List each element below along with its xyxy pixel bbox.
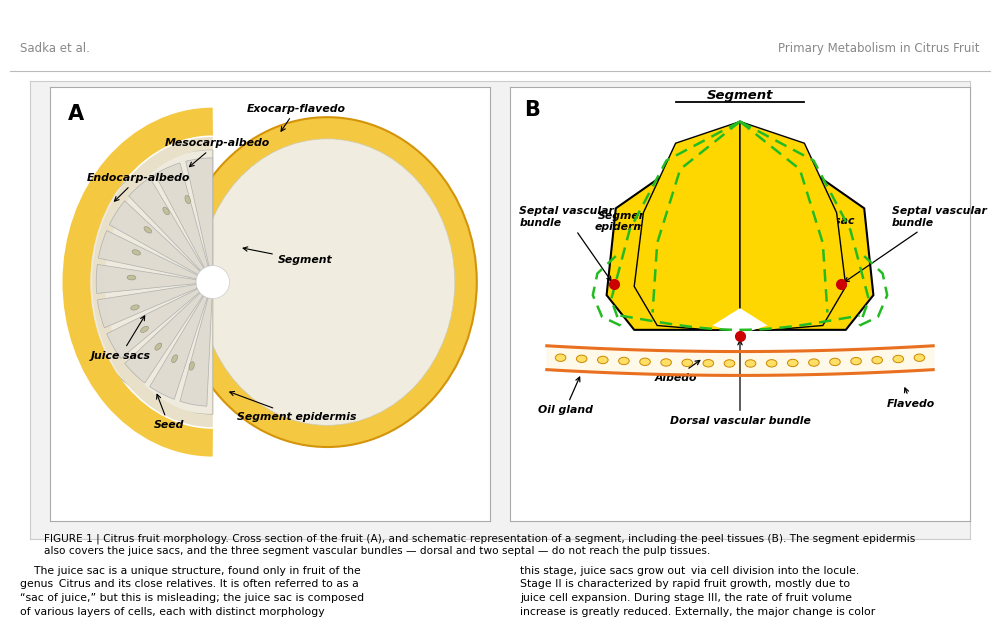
Ellipse shape: [555, 354, 566, 361]
Polygon shape: [186, 158, 213, 266]
Ellipse shape: [185, 195, 190, 204]
Text: Oil gland: Oil gland: [538, 377, 592, 415]
Ellipse shape: [619, 357, 629, 365]
Text: this stage, juice sacs grow out  via cell division into the locule.
Stage II is : this stage, juice sacs grow out via cell…: [520, 566, 875, 617]
Text: Septal vascular
bundle: Septal vascular bundle: [519, 206, 614, 281]
Text: Exocarp-flavedo: Exocarp-flavedo: [247, 104, 346, 131]
Ellipse shape: [163, 207, 169, 215]
Ellipse shape: [787, 359, 798, 366]
Text: Juice sacs: Juice sacs: [90, 316, 150, 361]
Ellipse shape: [724, 360, 735, 367]
Polygon shape: [634, 122, 740, 330]
Ellipse shape: [189, 361, 194, 370]
Ellipse shape: [640, 358, 650, 365]
Polygon shape: [607, 122, 873, 330]
Text: Mesocarp-albedo: Mesocarp-albedo: [165, 138, 270, 167]
Ellipse shape: [893, 355, 904, 363]
Ellipse shape: [914, 354, 925, 361]
Text: B: B: [524, 100, 540, 120]
Ellipse shape: [872, 356, 882, 364]
Ellipse shape: [809, 359, 819, 366]
Text: Dorsal vascular bundle: Dorsal vascular bundle: [670, 340, 810, 426]
Text: Juice sac: Juice sac: [802, 216, 856, 250]
Ellipse shape: [598, 356, 608, 364]
Polygon shape: [96, 264, 196, 293]
Polygon shape: [648, 122, 740, 330]
Polygon shape: [150, 296, 207, 399]
Ellipse shape: [178, 117, 477, 447]
Ellipse shape: [766, 360, 777, 367]
Text: Primary Metabolism in Citrus Fruit: Primary Metabolism in Citrus Fruit: [778, 42, 980, 55]
Text: FIGURE 1 | Citrus fruit morphology. Cross section of the fruit (A), and schemati: FIGURE 1 | Citrus fruit morphology. Cros…: [44, 534, 916, 556]
Text: Septal vascular
bundle: Septal vascular bundle: [845, 206, 987, 282]
Text: A: A: [68, 104, 84, 124]
Ellipse shape: [127, 275, 136, 280]
Circle shape: [196, 265, 230, 299]
Ellipse shape: [200, 139, 455, 425]
Text: Endocarp-albedo: Endocarp-albedo: [86, 173, 190, 201]
Polygon shape: [125, 293, 203, 383]
Ellipse shape: [172, 355, 178, 363]
Polygon shape: [740, 122, 832, 330]
Ellipse shape: [576, 355, 587, 363]
Ellipse shape: [682, 359, 693, 366]
Polygon shape: [712, 308, 768, 334]
Ellipse shape: [132, 250, 141, 255]
Polygon shape: [155, 163, 208, 268]
Ellipse shape: [830, 358, 840, 366]
Polygon shape: [98, 231, 198, 279]
Ellipse shape: [141, 326, 148, 332]
Ellipse shape: [155, 343, 162, 350]
Text: Seed: Seed: [154, 394, 184, 430]
Polygon shape: [740, 122, 846, 330]
Text: Segment: Segment: [707, 89, 773, 102]
Text: Sadka et al.: Sadka et al.: [20, 42, 90, 55]
Polygon shape: [109, 201, 200, 275]
Polygon shape: [107, 289, 200, 358]
Ellipse shape: [131, 305, 139, 310]
Text: Flavedo: Flavedo: [887, 388, 935, 409]
Ellipse shape: [661, 359, 671, 366]
Text: Segment
epidermis: Segment epidermis: [594, 211, 656, 244]
Text: Segment: Segment: [243, 247, 333, 265]
Ellipse shape: [703, 360, 714, 367]
Ellipse shape: [745, 360, 756, 367]
Text: Segment epidermis: Segment epidermis: [230, 391, 356, 422]
Text: Stalk: Stalk: [773, 300, 806, 320]
Text: The juice sac is a unique structure, found only in fruit of the
genus  Citrus an: The juice sac is a unique structure, fou…: [20, 566, 364, 617]
Ellipse shape: [851, 357, 861, 365]
Polygon shape: [180, 298, 212, 406]
Ellipse shape: [144, 227, 152, 233]
Wedge shape: [79, 149, 213, 414]
Polygon shape: [129, 177, 204, 271]
Text: Albedo: Albedo: [654, 360, 700, 383]
Polygon shape: [97, 285, 197, 328]
